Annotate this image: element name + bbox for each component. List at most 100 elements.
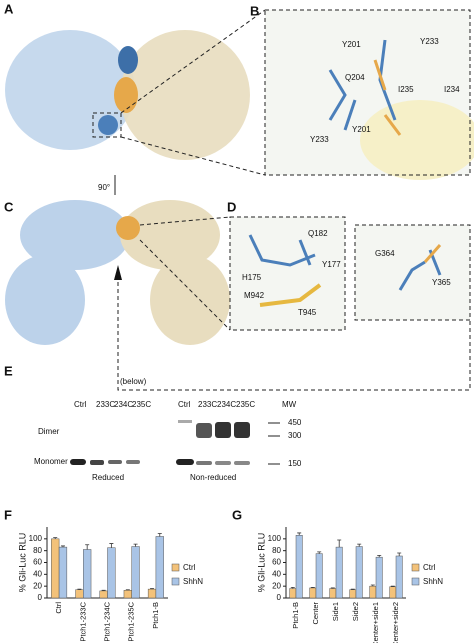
residue-sticks (259, 283, 322, 307)
band-label: Dimer (38, 427, 60, 436)
residue-sticks (373, 59, 402, 136)
residue-label: G364 (375, 249, 395, 258)
lane-label: 233C (96, 400, 115, 409)
panel-label: C (4, 199, 14, 214)
error-bar (397, 552, 402, 556)
panel-label: A (4, 1, 14, 16)
x-tick-label: Ptch1-B (291, 602, 300, 629)
bar (335, 546, 343, 599)
error-bar (357, 543, 362, 547)
x-tick-label: Ptch1-235C (127, 601, 136, 641)
error-bar (330, 587, 335, 589)
y-tick-label: 0 (277, 593, 282, 602)
error-bar (350, 588, 355, 590)
bar (309, 587, 317, 599)
error-bar (53, 537, 58, 539)
zoom-line (120, 136, 266, 176)
bar (295, 535, 303, 599)
y-tick-label: 40 (272, 569, 281, 578)
bar (389, 586, 397, 599)
lane-label: 235C (132, 400, 151, 409)
residue-label: I235 (398, 85, 414, 94)
gel-label: Reduced (92, 473, 124, 482)
error-bar (390, 585, 395, 587)
bar (349, 589, 357, 599)
y-axis-label: % Gli-Luc RLU (17, 533, 27, 593)
bar (329, 588, 337, 599)
panel-d-box (229, 216, 346, 331)
bar (107, 547, 116, 599)
gel (70, 420, 250, 465)
residue-label: Y365 (432, 278, 451, 287)
mw-label: 450 (288, 418, 302, 427)
error-bar (290, 586, 295, 589)
legend-swatch (171, 563, 180, 572)
panel-label: F (4, 507, 12, 522)
x-tick-label: Side1 (331, 602, 340, 621)
gel-label: Non-reduced (190, 473, 236, 482)
error-bar (109, 543, 114, 548)
bar (369, 585, 377, 599)
residue-sticks (423, 244, 442, 263)
lane-label: 235C (236, 400, 255, 409)
y-tick-label: 100 (268, 534, 282, 543)
x-tick-label: Ptch1-234C (102, 601, 111, 641)
zoom-line (139, 216, 231, 226)
y-tick-label: 60 (272, 558, 281, 567)
structure-c (5, 200, 230, 345)
bar (355, 546, 363, 599)
bar (375, 556, 383, 599)
x-tick-label: Side2 (351, 602, 360, 621)
bar (395, 555, 403, 599)
residue-label: T945 (298, 308, 317, 317)
lane-label: 233C (198, 400, 217, 409)
error-bar (157, 533, 162, 537)
residue-label: Y201 (352, 125, 371, 134)
bar (99, 590, 108, 599)
below-box (117, 282, 471, 391)
legend-swatch (171, 577, 180, 586)
y-axis-label: % Gli-Luc RLU (256, 533, 266, 593)
error-bar (337, 539, 342, 548)
residue-label: H175 (242, 273, 262, 282)
residue-label: I234 (444, 85, 460, 94)
x-tick-label: Ptch1-233C (78, 601, 87, 641)
bar (75, 589, 84, 599)
side-box (354, 224, 471, 321)
error-bar (377, 555, 382, 558)
residue-sticks (248, 234, 316, 267)
error-bar (77, 588, 82, 590)
band-label: Monomer (34, 457, 68, 466)
y-tick-label: 40 (33, 569, 42, 578)
error-bar (133, 543, 138, 547)
zoom-line (139, 239, 231, 331)
mw-label: 150 (288, 459, 302, 468)
bar (155, 536, 164, 599)
residue-sticks (328, 39, 397, 131)
rotation-label: 90° (98, 183, 110, 192)
side-bg (355, 225, 470, 320)
bar (51, 538, 60, 599)
bar (58, 546, 68, 599)
error-bar (150, 588, 155, 590)
legend-label: Ctrl (183, 563, 196, 572)
zoom-line (120, 9, 266, 114)
bar (147, 588, 157, 599)
residue-label: Q182 (308, 229, 328, 238)
legend-label: ShhN (183, 577, 203, 586)
panel-b-box (264, 9, 471, 176)
residue-label: Q204 (345, 73, 365, 82)
zoom-box (92, 112, 122, 138)
structure-a (5, 30, 250, 160)
bar (123, 590, 132, 599)
lane-label: Ctrl (178, 400, 191, 409)
x-tick-label: Center+side1 (371, 602, 380, 643)
legend-label: Ctrl (423, 563, 436, 572)
bar (315, 553, 323, 599)
error-bar (310, 586, 315, 588)
legend-swatch (411, 563, 420, 572)
x-tick-label: Center (311, 602, 320, 625)
y-tick-label: 0 (38, 593, 43, 602)
residue-label: Y233 (310, 135, 329, 144)
